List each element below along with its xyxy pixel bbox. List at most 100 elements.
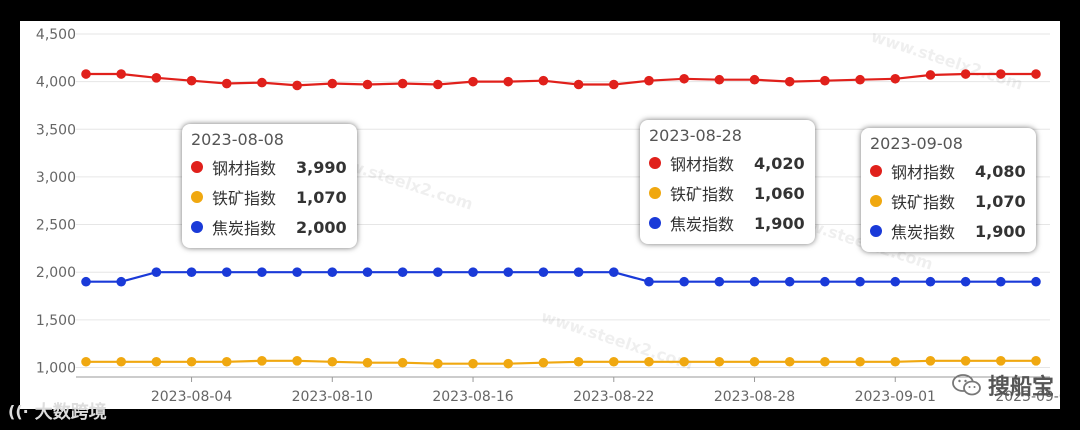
series-dot-icon	[649, 157, 661, 169]
series-dot-icon	[191, 161, 203, 173]
data-point	[151, 267, 162, 277]
data-point	[81, 69, 91, 79]
series-dot-icon	[649, 217, 661, 229]
tooltip-row-iron-ore: 铁矿指数 1,070	[870, 186, 1026, 216]
tooltip-series-value: 1,900	[975, 221, 1026, 241]
tooltip-date: 2023-08-08	[191, 130, 284, 149]
data-point	[433, 79, 443, 90]
data-point	[186, 356, 197, 367]
data-point	[855, 74, 865, 85]
series-dot-icon	[191, 221, 203, 233]
x-tick-label: 2023-09-01	[855, 389, 936, 405]
tooltip-date: 2023-08-28	[649, 126, 742, 145]
data-point	[397, 357, 408, 368]
data-point	[292, 356, 302, 366]
data-point	[327, 78, 338, 89]
wechat-account-badge: 搜船宝	[952, 369, 1054, 401]
data-point	[714, 356, 725, 367]
data-point	[327, 267, 338, 277]
data-point	[960, 276, 971, 287]
data-point	[608, 356, 619, 367]
tooltip-series-name: 钢材指数	[212, 159, 277, 178]
data-point	[186, 75, 197, 86]
tooltip-series-value: 1,060	[754, 183, 805, 203]
y-tick-label: 4,000	[36, 75, 76, 91]
x-tick-label: 2023-08-28	[714, 389, 795, 405]
data-point	[996, 356, 1006, 366]
bottom-logo: ((· 大数跨境	[8, 398, 107, 424]
data-point	[433, 267, 443, 277]
data-point	[503, 267, 514, 277]
data-point	[784, 276, 795, 287]
data-point	[397, 78, 408, 89]
tooltip-series-value: 1,070	[296, 187, 347, 207]
tooltip-row-coke: 焦炭指数 1,900	[649, 208, 805, 238]
bottom-logo-text: 大数跨境	[34, 402, 107, 423]
data-point	[644, 75, 654, 86]
tooltip-series-value: 4,020	[754, 153, 805, 173]
tooltip-series-name: 铁矿指数	[212, 189, 277, 208]
data-point	[221, 267, 232, 277]
data-point	[81, 276, 91, 287]
data-point	[538, 267, 549, 277]
data-point	[784, 76, 795, 87]
data-point	[925, 276, 936, 287]
data-point	[573, 267, 584, 277]
tooltip-series-value: 1,070	[975, 191, 1026, 211]
tooltip-row-coke: 焦炭指数 2,000	[191, 212, 347, 242]
data-point	[890, 73, 901, 84]
data-point	[1031, 356, 1041, 366]
data-point	[925, 70, 936, 80]
data-point	[784, 356, 795, 367]
wechat-icon	[952, 374, 981, 396]
data-point	[221, 356, 232, 367]
y-tick-label: 2,500	[36, 218, 76, 234]
series-dot-icon	[870, 225, 882, 237]
logo-icon: ((·	[8, 401, 29, 421]
data-point	[855, 356, 865, 367]
tooltip-2023-08-08: 2023-08-08 钢材指数 3,990 铁矿指数 1,070 焦炭指数 2,…	[182, 124, 357, 248]
y-tick-label: 4,500	[36, 27, 76, 43]
tooltip-row-iron-ore: 铁矿指数 1,060	[649, 178, 805, 208]
data-point	[468, 358, 478, 369]
tooltip-series-name: 焦炭指数	[891, 223, 956, 242]
data-point	[996, 276, 1006, 287]
data-point	[820, 356, 830, 367]
data-point	[257, 77, 267, 88]
data-point	[1031, 276, 1041, 287]
data-point	[714, 276, 725, 287]
data-point	[362, 267, 373, 277]
data-point	[749, 74, 760, 85]
tooltip-date: 2023-09-08	[870, 134, 963, 153]
data-point	[890, 276, 901, 287]
data-point	[679, 356, 689, 367]
data-point	[960, 69, 971, 79]
data-point	[397, 267, 408, 277]
data-point	[186, 267, 197, 277]
data-point	[468, 267, 478, 277]
data-point	[679, 276, 689, 287]
tooltip-series-value: 2,000	[296, 217, 347, 237]
data-point	[925, 356, 936, 366]
data-point	[714, 74, 725, 85]
data-point	[116, 356, 126, 367]
y-tick-label: 1,000	[36, 360, 76, 376]
data-point	[433, 358, 443, 369]
wechat-account-name: 搜船宝	[987, 375, 1054, 400]
series-dot-icon	[191, 191, 203, 203]
data-point	[820, 276, 830, 287]
data-point	[257, 267, 267, 277]
data-point	[81, 356, 91, 367]
tooltip-row-steel: 钢材指数 4,020	[649, 148, 805, 178]
x-tick-label: 2023-08-04	[151, 389, 232, 405]
data-point	[608, 79, 619, 90]
data-point	[644, 356, 654, 367]
data-point	[292, 267, 302, 277]
data-point	[820, 75, 830, 86]
data-point	[573, 79, 584, 90]
tooltip-series-value: 3,990	[296, 157, 347, 177]
data-point	[960, 356, 971, 366]
data-point	[362, 79, 373, 90]
data-point	[257, 356, 267, 366]
data-point	[1031, 69, 1041, 79]
